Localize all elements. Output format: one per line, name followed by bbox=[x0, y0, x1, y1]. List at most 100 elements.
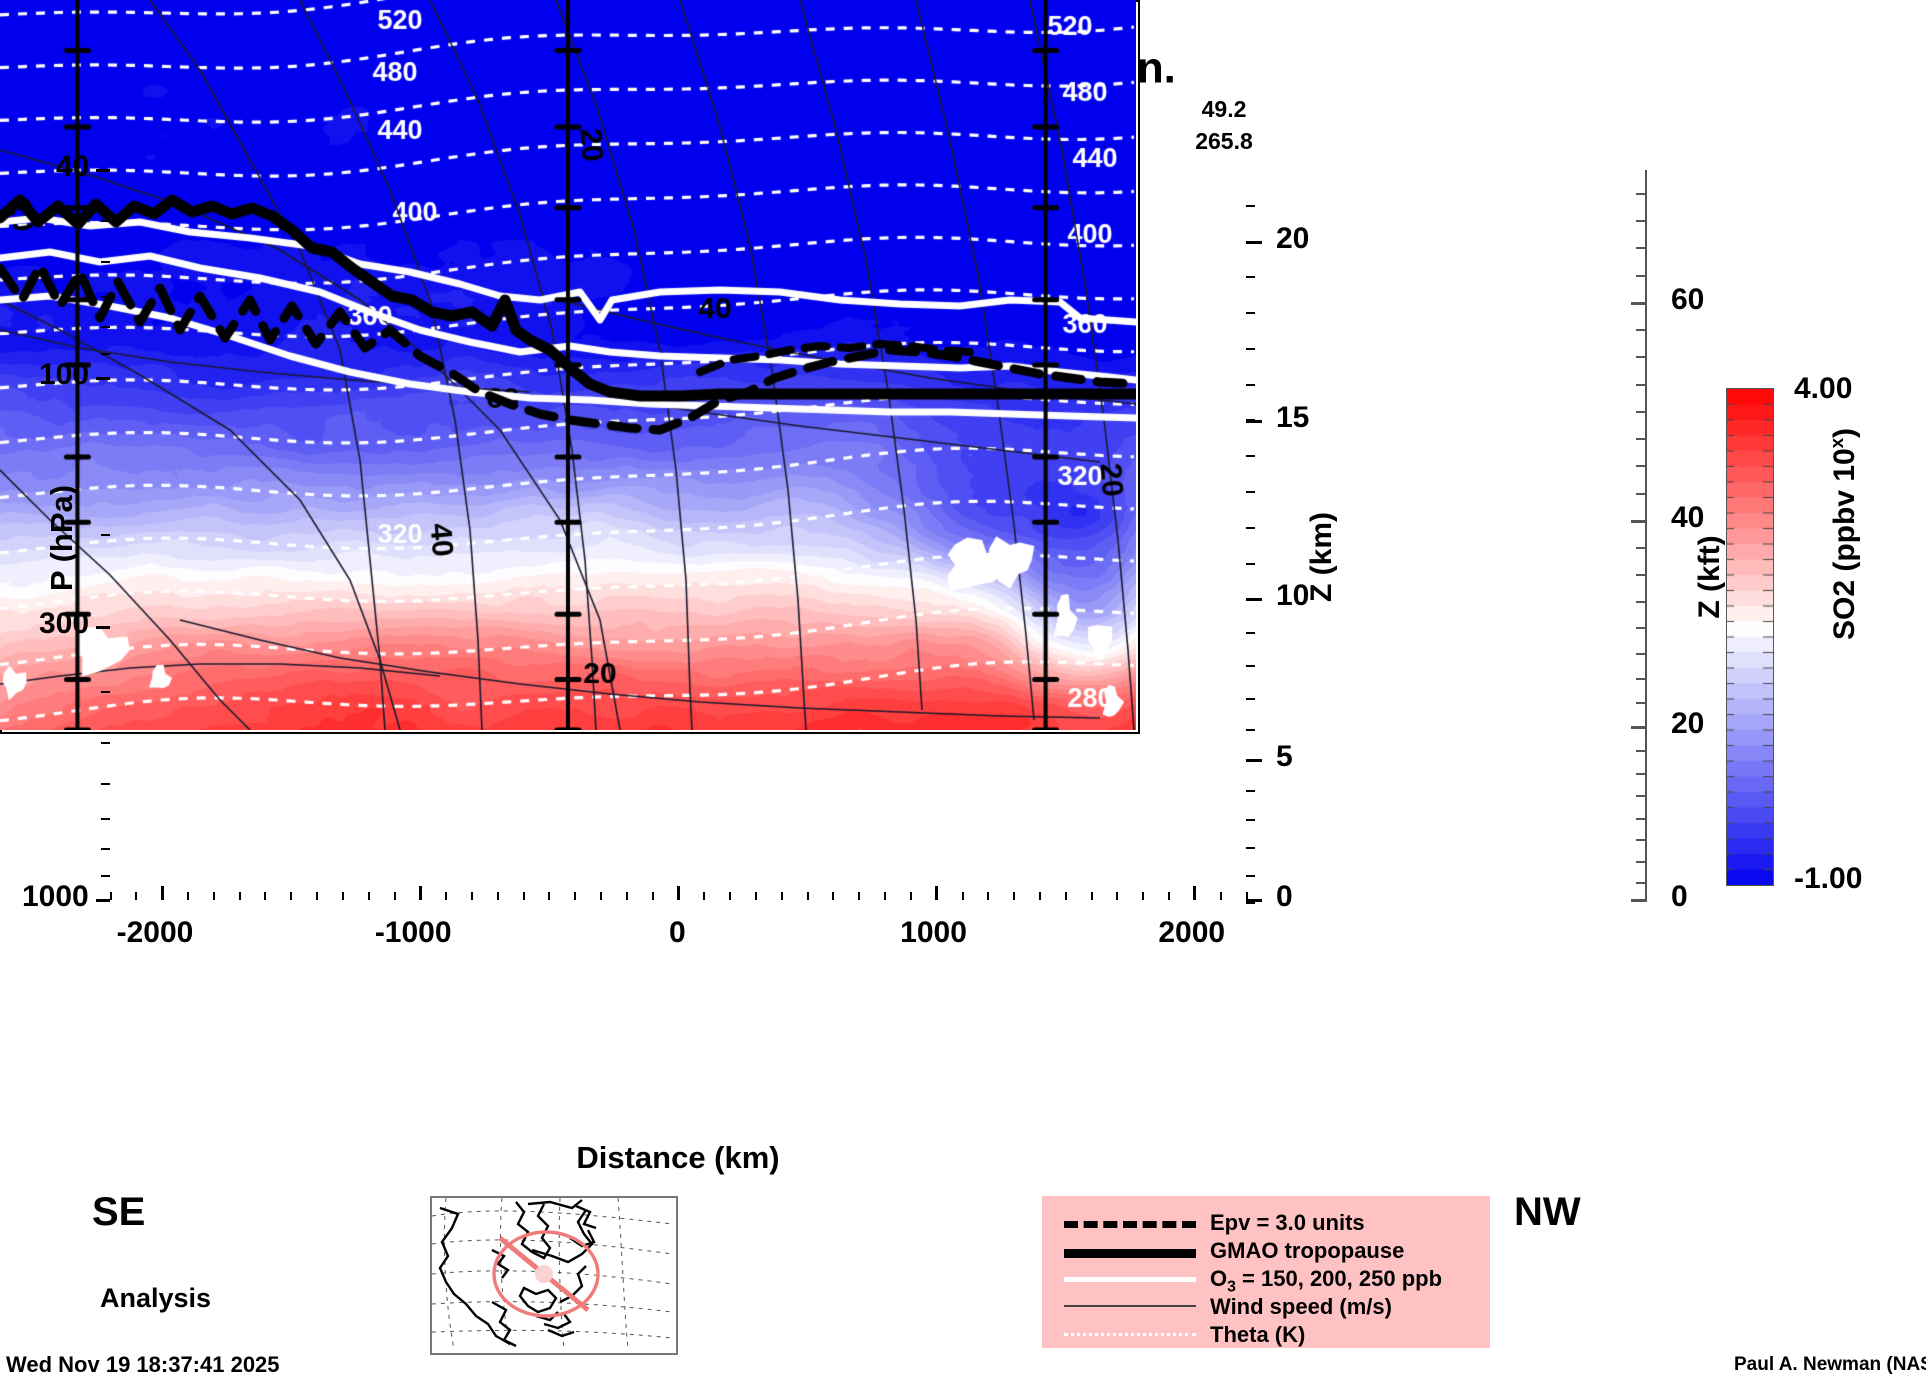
x-minor-tick bbox=[290, 892, 293, 900]
zkm-minor-tick bbox=[1246, 597, 1255, 600]
y-minor-tick bbox=[101, 848, 110, 851]
zkm-minor-tick bbox=[1246, 729, 1255, 732]
x-axis-label: Distance (km) bbox=[576, 1140, 780, 1175]
x-minor-tick bbox=[316, 892, 319, 900]
y-tick-1000: 1000 bbox=[22, 880, 89, 913]
x-minor-tick bbox=[393, 892, 396, 900]
x-minor-tick bbox=[470, 892, 473, 900]
y-tick-40: 40 bbox=[56, 150, 90, 183]
x-tick-0: 0 bbox=[669, 916, 686, 949]
zkft-minor-tick bbox=[1636, 356, 1645, 359]
x-minor-tick bbox=[445, 892, 448, 900]
y-minor-tick bbox=[101, 219, 110, 222]
y-minor-tick bbox=[101, 818, 110, 821]
timestamp: Wed Nov 19 18:37:41 2025 bbox=[6, 1352, 280, 1377]
colorbar-title-post: ) bbox=[1828, 427, 1861, 438]
legend-line-solid-thick-black bbox=[1064, 1249, 1196, 1258]
zkm-minor-tick bbox=[1246, 847, 1255, 850]
zkm-minor-tick bbox=[1246, 240, 1255, 243]
zkm-minor-tick bbox=[1246, 631, 1255, 634]
x-minor-tick bbox=[496, 892, 499, 900]
zkft-tick-0: 0 bbox=[1671, 880, 1688, 913]
zkft-tick-20: 20 bbox=[1671, 706, 1705, 740]
zkm-tick-10: 10 bbox=[1276, 578, 1310, 612]
orientation-se: SE bbox=[92, 1190, 146, 1234]
x-minor-tick bbox=[264, 892, 267, 900]
zkft-minor-tick bbox=[1636, 574, 1645, 577]
x-minor-tick bbox=[780, 892, 783, 900]
legend-line-dotted-white bbox=[1064, 1333, 1196, 1336]
legend-o3-sub: 3 bbox=[1227, 1278, 1236, 1296]
lon-value: 265.8 bbox=[1195, 128, 1253, 154]
x-minor-tick bbox=[677, 892, 680, 900]
zkm-minor-tick bbox=[1246, 419, 1255, 422]
x-minor-tick bbox=[884, 892, 887, 900]
y-axis-label: P (hPa) bbox=[44, 484, 79, 592]
zkft-tick-60: 60 bbox=[1671, 283, 1705, 317]
zkft-minor-tick bbox=[1636, 839, 1645, 842]
x-minor-tick bbox=[703, 892, 706, 900]
y-tick-mark bbox=[96, 625, 110, 629]
zkft-minor-tick bbox=[1636, 410, 1645, 413]
x-minor-tick bbox=[858, 892, 861, 900]
coastlines bbox=[438, 1199, 597, 1348]
x-minor-tick bbox=[600, 892, 603, 900]
x-minor-tick bbox=[832, 892, 835, 900]
credit-text: Paul A. Newman (NASA bbox=[1734, 1354, 1926, 1375]
y-minor-tick bbox=[101, 875, 110, 878]
y-tick-mark bbox=[96, 376, 110, 380]
x-minor-tick bbox=[961, 892, 964, 900]
y-minor-tick bbox=[101, 691, 110, 694]
x-minor-tick bbox=[1142, 892, 1145, 900]
x-minor-tick bbox=[806, 892, 809, 900]
zkft-minor-tick bbox=[1636, 329, 1645, 332]
colorbar-max-label: 4.00 bbox=[1794, 372, 1853, 405]
zkm-minor-tick bbox=[1246, 665, 1255, 668]
y-minor-tick bbox=[101, 534, 110, 536]
zkft-minor-tick bbox=[1636, 860, 1645, 863]
y-tick-300: 300 bbox=[39, 606, 90, 640]
x-minor-tick bbox=[651, 892, 654, 900]
x-tick--1000: -1000 bbox=[374, 916, 452, 949]
legend-line-solid-thin-black bbox=[1064, 1305, 1196, 1307]
x-minor-tick bbox=[1245, 892, 1248, 900]
x-minor-tick bbox=[135, 892, 138, 900]
zkft-minor-tick bbox=[1636, 749, 1645, 752]
zkft-minor-tick bbox=[1636, 726, 1645, 729]
x-minor-tick bbox=[1038, 892, 1041, 900]
y-minor-tick bbox=[101, 326, 110, 329]
x-minor-tick bbox=[341, 892, 344, 900]
zkft-minor-tick bbox=[1636, 627, 1645, 630]
x-minor-tick bbox=[1090, 892, 1093, 900]
legend-label: Wind speed (m/s) bbox=[1210, 1294, 1392, 1319]
legend-label: GMAO tropopause bbox=[1210, 1238, 1405, 1263]
x-minor-tick bbox=[574, 892, 577, 900]
zkft-minor-tick bbox=[1636, 772, 1645, 775]
x-minor-tick bbox=[1193, 892, 1196, 900]
zkm-minor-tick bbox=[1246, 697, 1255, 700]
zkm-minor-tick bbox=[1246, 383, 1255, 386]
y-minor-tick bbox=[101, 295, 110, 298]
zkft-minor-tick bbox=[1636, 600, 1645, 603]
orientation-nw: NW bbox=[1514, 1190, 1581, 1234]
legend-o3-pre: O bbox=[1210, 1266, 1228, 1291]
zkm-minor-tick bbox=[1246, 875, 1255, 878]
zkm-minor-tick bbox=[1246, 526, 1255, 529]
x-minor-tick bbox=[186, 892, 189, 900]
y-minor-tick bbox=[101, 741, 110, 744]
zkm-minor-tick bbox=[1246, 312, 1255, 315]
x-minor-tick bbox=[1116, 892, 1119, 900]
x-minor-tick bbox=[729, 892, 732, 900]
x-minor-tick bbox=[548, 892, 551, 900]
zkm-minor-tick bbox=[1246, 455, 1255, 458]
x-tick-1000: 1000 bbox=[900, 916, 967, 949]
x-minor-tick bbox=[935, 892, 938, 900]
y-tick-100: 100 bbox=[39, 357, 90, 391]
zkm-minor-tick bbox=[1246, 347, 1255, 350]
zkft-minor-tick bbox=[1636, 274, 1645, 277]
plot-canvas bbox=[0, 0, 1136, 730]
x-minor-tick bbox=[1064, 892, 1067, 900]
x-minor-tick bbox=[909, 892, 912, 900]
colorbar bbox=[1726, 388, 1774, 886]
x-minor-tick bbox=[212, 892, 215, 900]
